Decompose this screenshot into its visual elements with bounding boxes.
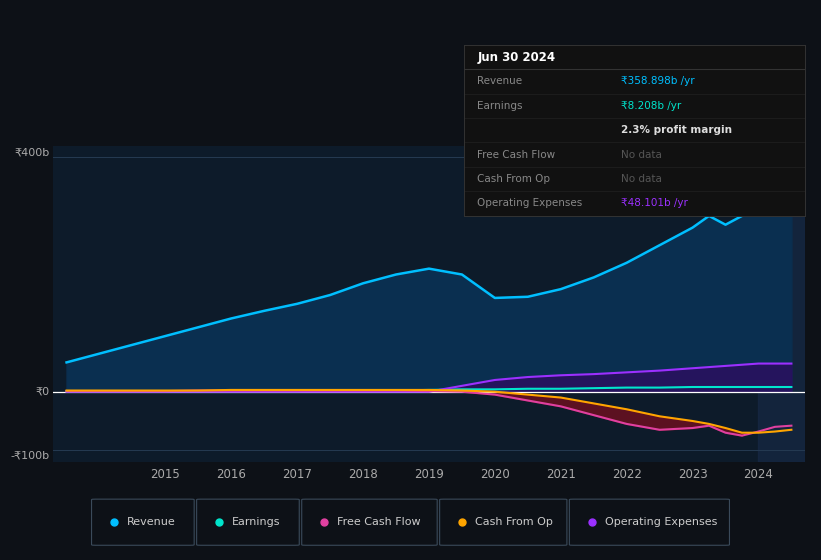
Text: Free Cash Flow: Free Cash Flow [478,150,556,160]
Text: ₹400b: ₹400b [14,147,49,157]
Text: ₹0: ₹0 [35,387,49,396]
Text: Earnings: Earnings [232,517,281,527]
Text: Free Cash Flow: Free Cash Flow [337,517,420,527]
Text: No data: No data [621,174,662,184]
Bar [759,146,805,462]
Text: Cash From Op: Cash From Op [478,174,551,184]
Text: ₹48.101b /yr: ₹48.101b /yr [621,198,687,208]
Text: -₹100b: -₹100b [11,450,49,460]
Text: Cash From Op: Cash From Op [475,517,553,527]
Text: 2.3% profit margin: 2.3% profit margin [621,125,732,135]
Text: Revenue: Revenue [126,517,176,527]
Text: Earnings: Earnings [478,101,523,111]
Text: Jun 30 2024: Jun 30 2024 [478,50,556,63]
Text: Revenue: Revenue [478,76,523,86]
Text: ₹8.208b /yr: ₹8.208b /yr [621,101,681,111]
Text: Operating Expenses: Operating Expenses [478,198,583,208]
Text: Operating Expenses: Operating Expenses [605,517,717,527]
Text: No data: No data [621,150,662,160]
Text: ₹358.898b /yr: ₹358.898b /yr [621,76,695,86]
